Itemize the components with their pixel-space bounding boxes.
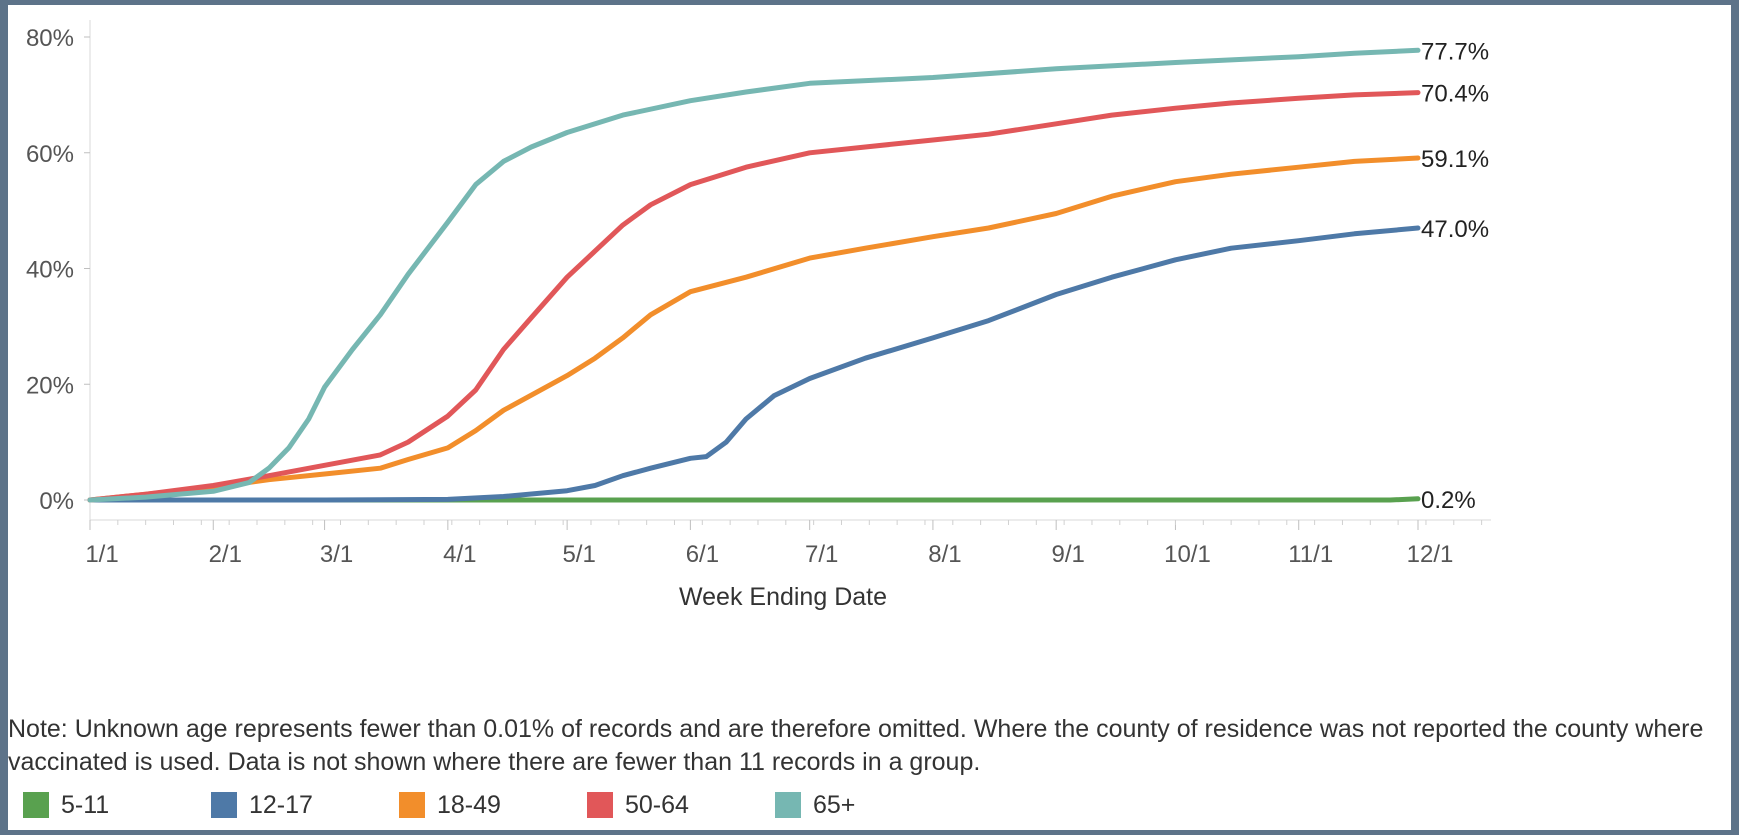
end-value-label: 0.2% — [1421, 487, 1476, 514]
end-value-label: 70.4% — [1421, 81, 1489, 108]
legend-swatch-12-17 — [211, 792, 237, 818]
legend-label: 12-17 — [249, 790, 313, 819]
legend-swatch-18-49 — [399, 792, 425, 818]
series-line-12-17[interactable] — [87, 225, 1421, 503]
legend-item-18-49[interactable]: 18-49 — [399, 791, 587, 820]
end-value-label: 59.1% — [1421, 146, 1489, 173]
end-labels-layer: 0.2% 47.0% 59.1% 70.4% 77.7% — [1421, 38, 1489, 514]
legend-swatch-65-plus — [775, 792, 801, 818]
x-tick-label: 4/1 — [443, 541, 476, 568]
chart-note: Note: Unknown age represents fewer than … — [8, 715, 1704, 776]
legend-item-65-plus[interactable]: 65+ — [775, 791, 963, 820]
legend-item-50-64[interactable]: 50-64 — [587, 791, 775, 820]
legend-label: 50-64 — [625, 790, 689, 819]
x-tick-label: 10/1 — [1164, 541, 1211, 568]
y-tick-label: 80% — [26, 25, 74, 52]
x-tick-label: 2/1 — [209, 541, 242, 568]
x-tick-label: 12/1 — [1407, 541, 1454, 568]
x-tick-label: 1/1 — [85, 541, 118, 568]
legend-label: 18-49 — [437, 790, 501, 819]
series-line-50-64[interactable] — [87, 90, 1421, 503]
legend-item-12-17[interactable]: 12-17 — [211, 791, 399, 820]
chart-panel: 0% 20% 40% 60% 80% 1/1 2/1 3/1 4/1 5/1 6/1 7/1 8/1 9/… — [8, 5, 1731, 830]
legend: 5-11 12-17 18-49 50-64 65+ — [23, 788, 963, 822]
end-value-label: 77.7% — [1421, 38, 1489, 65]
x-tick-label: 8/1 — [928, 541, 961, 568]
series-layer — [87, 47, 1421, 503]
y-tick-label: 40% — [26, 257, 74, 284]
x-tick-label: 6/1 — [686, 541, 719, 568]
series-line-65-plus[interactable] — [87, 47, 1421, 503]
y-tick-label: 20% — [26, 372, 74, 399]
x-tick-label: 3/1 — [320, 541, 353, 568]
legend-label: 65+ — [813, 790, 856, 819]
legend-item-5-11[interactable]: 5-11 — [23, 791, 211, 820]
legend-label: 5-11 — [61, 790, 110, 819]
chart-axes: 0% 20% 40% 60% 80% 1/1 2/1 3/1 4/1 5/1 6/1 7/1 8/1 9/… — [26, 20, 1491, 611]
legend-swatch-50-64 — [587, 792, 613, 818]
legend-swatch-5-11 — [23, 792, 49, 818]
end-value-label: 47.0% — [1421, 216, 1489, 243]
series-line-18-49[interactable] — [87, 155, 1421, 503]
y-tick-label: 60% — [26, 141, 74, 168]
series-line-5-11[interactable] — [87, 496, 1421, 503]
line-chart: 0% 20% 40% 60% 80% 1/1 2/1 3/1 4/1 5/1 6/1 7/1 8/1 9/… — [26, 20, 1491, 611]
x-tick-label: 5/1 — [562, 541, 595, 568]
x-tick-label: 7/1 — [805, 541, 838, 568]
x-tick-label: 11/1 — [1288, 541, 1333, 568]
x-tick-label: 9/1 — [1051, 541, 1084, 568]
y-tick-label: 0% — [39, 488, 74, 515]
x-axis-title: Week Ending Date — [679, 583, 887, 611]
